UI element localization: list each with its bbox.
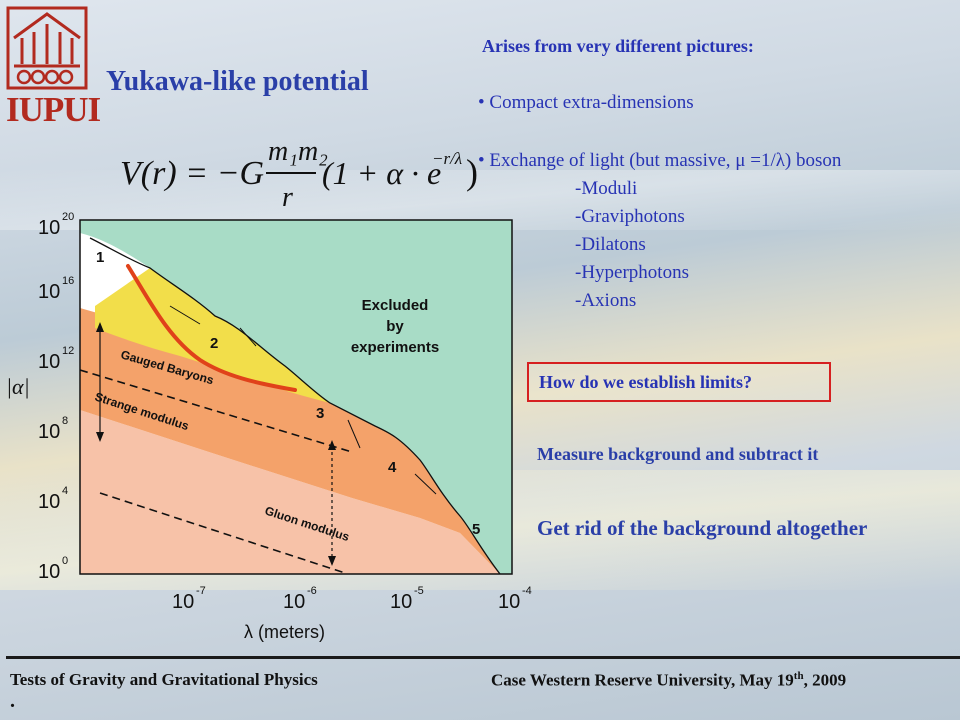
y-tick-1-exp: 4 bbox=[62, 485, 68, 497]
x-tick-2-base: 10 bbox=[390, 591, 412, 613]
curve-label-1: 1 bbox=[96, 249, 104, 266]
curve-label-3: 3 bbox=[316, 405, 324, 422]
y-axis-label: |α| bbox=[6, 374, 30, 399]
equation-denominator: r bbox=[282, 182, 293, 213]
logo-text: IUPUI bbox=[6, 90, 101, 129]
equation-numerator: m₁m₂ bbox=[268, 136, 328, 167]
x-tick-labels: 10 -7 10 -6 10 -5 10 -4 bbox=[172, 585, 532, 613]
pictures-heading: Arises from very different pictures: bbox=[482, 36, 754, 56]
x-axis-label: λ (meters) bbox=[244, 622, 325, 642]
excluded-region bbox=[80, 220, 512, 574]
equation-exponent: −r/λ bbox=[432, 149, 462, 168]
equation-lhs: V(r) = −G bbox=[120, 155, 264, 192]
y-tick-0-exp: 0 bbox=[62, 555, 68, 567]
footer-dot: . bbox=[10, 690, 15, 712]
excluded-label-line2: by bbox=[386, 318, 404, 335]
y-tick-4-exp: 16 bbox=[62, 275, 74, 287]
curve-label-4: 4 bbox=[388, 459, 397, 476]
footer-divider bbox=[6, 656, 960, 659]
y-tick-5-base: 10 bbox=[38, 217, 60, 239]
x-tick-3-exp: -4 bbox=[522, 585, 532, 597]
experimental-limit-curve bbox=[89, 237, 501, 574]
gauged-baryons-region bbox=[95, 268, 330, 403]
bullet-boson-exchange: • Exchange of light (but massive, μ =1/λ… bbox=[478, 150, 842, 171]
plot-frame bbox=[79, 219, 513, 575]
excluded-label-line3: experiments bbox=[351, 339, 439, 356]
y-tick-2-base: 10 bbox=[38, 421, 60, 443]
subitem-axions: -Axions bbox=[575, 290, 637, 311]
y-tick-3-base: 10 bbox=[38, 351, 60, 373]
bullet-extra-dimensions: • Compact extra-dimensions bbox=[478, 92, 694, 113]
footer-right-sup: th bbox=[793, 670, 804, 682]
footer-right-end: , 2009 bbox=[803, 670, 847, 690]
y-tick-1-base: 10 bbox=[38, 491, 60, 513]
x-tick-0-base: 10 bbox=[172, 591, 194, 613]
x-tick-3-base: 10 bbox=[498, 591, 520, 613]
yukawa-limits-chart: Gauged Baryons Strange modulus Gluon mod… bbox=[6, 211, 532, 642]
y-tick-4-base: 10 bbox=[38, 281, 60, 303]
slide-title: Yukawa-like potential bbox=[106, 66, 369, 97]
x-tick-0-exp: -7 bbox=[196, 585, 206, 597]
yukawa-equation: V(r) = −G m₁m₂ r (1 + α · e −r/λ ) bbox=[120, 136, 478, 213]
limits-question-box: How do we establish limits? bbox=[527, 362, 831, 402]
y-tick-labels: 10 0 10 4 10 8 10 12 10 16 10 20 bbox=[38, 211, 74, 583]
curve-label-5: 5 bbox=[472, 521, 480, 538]
subitem-graviphotons: -Graviphotons bbox=[575, 206, 685, 227]
x-tick-1-base: 10 bbox=[283, 591, 305, 613]
curve-label-2: 2 bbox=[210, 335, 218, 352]
footer-left: Tests of Gravity and Gravitational Physi… bbox=[10, 670, 318, 689]
footer-right: Case Western Reserve University, May 19t… bbox=[491, 670, 846, 691]
equation-bracket-open: (1 + α · e bbox=[322, 155, 441, 191]
footer-right-main: Case Western Reserve University, May 19 bbox=[491, 670, 794, 690]
university-logo: IUPUI bbox=[4, 4, 101, 129]
measure-background-text: Measure background and subtract it bbox=[537, 444, 819, 464]
limits-question: How do we establish limits? bbox=[539, 372, 753, 392]
strange-modulus-region bbox=[80, 308, 500, 574]
x-tick-1-exp: -6 bbox=[307, 585, 317, 597]
y-tick-3-exp: 12 bbox=[62, 345, 74, 357]
y-tick-5-exp: 20 bbox=[62, 211, 74, 223]
get-rid-background-text: Get rid of the background altogether bbox=[537, 516, 868, 540]
gluon-modulus-region bbox=[80, 410, 500, 574]
y-tick-0-base: 10 bbox=[38, 561, 60, 583]
y-tick-2-exp: 8 bbox=[62, 415, 68, 427]
excluded-label-line1: Excluded bbox=[362, 297, 429, 314]
subitem-dilatons: -Dilatons bbox=[575, 234, 646, 255]
dashed-line-lower bbox=[99, 492, 346, 574]
subitem-moduli: -Moduli bbox=[575, 178, 638, 199]
dashed-line-upper bbox=[80, 369, 353, 453]
x-tick-2-exp: -5 bbox=[414, 585, 424, 597]
equation-bracket-close: ) bbox=[466, 152, 478, 192]
highlight-curve bbox=[126, 264, 297, 392]
subitem-hyperphotons: -Hyperphotons bbox=[575, 262, 689, 283]
logo-building-icon bbox=[6, 6, 88, 90]
